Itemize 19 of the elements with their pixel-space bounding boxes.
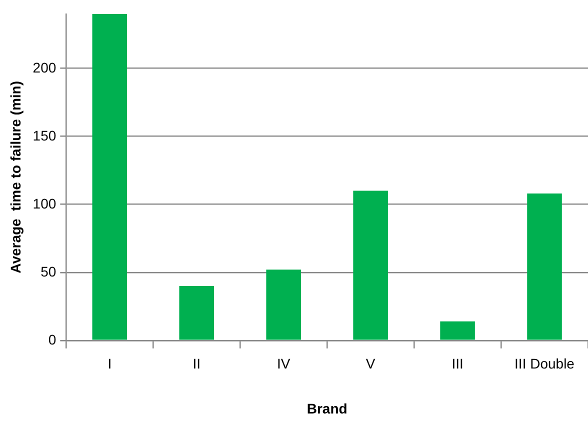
x-tick-label: I	[108, 356, 112, 372]
x-tick-label: V	[366, 356, 376, 372]
y-tick-label: 150	[32, 127, 56, 144]
y-axis-title: Average time to failure (min)	[7, 80, 24, 274]
bar	[440, 321, 475, 340]
bar	[92, 14, 128, 340]
x-tick-label: III Double	[514, 356, 575, 372]
y-tick-label: 0	[48, 331, 56, 348]
x-tick-label: II	[192, 356, 201, 372]
y-tick-label: 200	[32, 59, 56, 76]
bar	[266, 270, 301, 340]
x-axis-title: Brand	[306, 400, 348, 416]
y-tick-label: 100	[32, 195, 56, 212]
x-tick-label: III	[452, 356, 464, 372]
x-tick-label: IV	[276, 356, 291, 372]
bar	[527, 194, 562, 340]
bar	[353, 190, 388, 340]
bar	[179, 286, 214, 340]
y-tick-label: 50	[40, 263, 56, 280]
